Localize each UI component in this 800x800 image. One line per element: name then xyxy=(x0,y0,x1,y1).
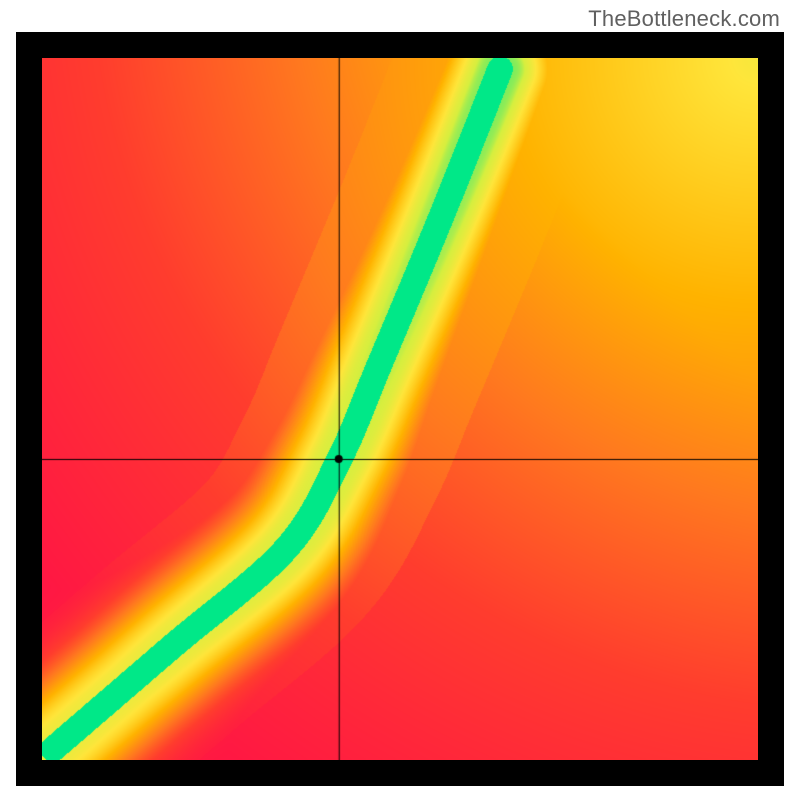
crosshair-overlay xyxy=(42,58,758,760)
watermark-text: TheBottleneck.com xyxy=(588,6,780,32)
plot-frame xyxy=(16,32,784,786)
